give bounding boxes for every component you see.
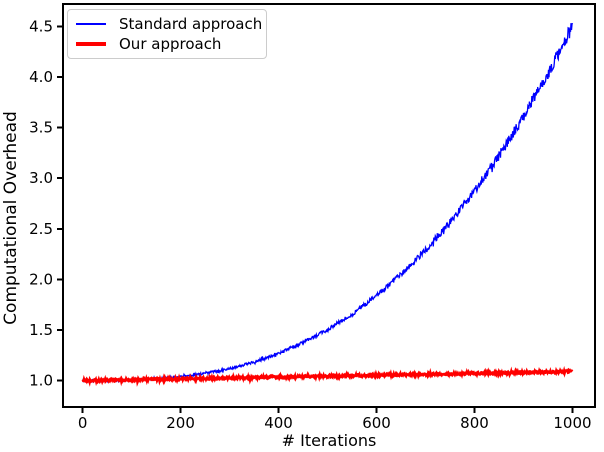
- legend-line-our-approach-icon: [76, 42, 106, 46]
- y-axis-label: Computational Overhead: [1, 111, 21, 325]
- legend-label-our-approach: Our approach: [119, 34, 222, 53]
- y-tick-label: 4.0: [29, 68, 53, 86]
- x-tick-label: 600: [362, 414, 391, 432]
- x-axis-label: # Iterations: [282, 431, 377, 450]
- plot-border: [62, 3, 596, 408]
- y-tick-label: 1.5: [29, 321, 53, 339]
- legend-label-standard-approach: Standard approach: [119, 14, 263, 33]
- series-line-0: [81, 22, 574, 384]
- series-line-1: [81, 365, 574, 387]
- y-tick-label: 2.5: [29, 220, 53, 238]
- x-tick-label: 0: [78, 414, 88, 432]
- y-tick-label: 3.5: [29, 119, 53, 137]
- plot-area: 0 200 400 600 800 1000 1.0 1.5 2.0 2.5 3.0 3.5 4.0 4.…: [29, 3, 596, 432]
- legend-line-standard-approach-icon: [76, 23, 106, 25]
- y-tick-label: 4.5: [29, 17, 53, 35]
- legend-item-our-approach: Our approach: [76, 34, 258, 54]
- legend-item-standard-approach: Standard approach: [76, 14, 262, 34]
- x-tick-label: 1000: [553, 414, 591, 432]
- y-tick-label: 2.0: [29, 270, 53, 288]
- x-tick-label: 400: [264, 414, 293, 432]
- y-tick-label: 1.0: [29, 372, 53, 390]
- y-tick-label: 3.0: [29, 169, 53, 187]
- legend: Standard approach Our approach: [67, 9, 267, 59]
- x-tick-label: 200: [166, 414, 195, 432]
- x-tick-label: 800: [460, 414, 489, 432]
